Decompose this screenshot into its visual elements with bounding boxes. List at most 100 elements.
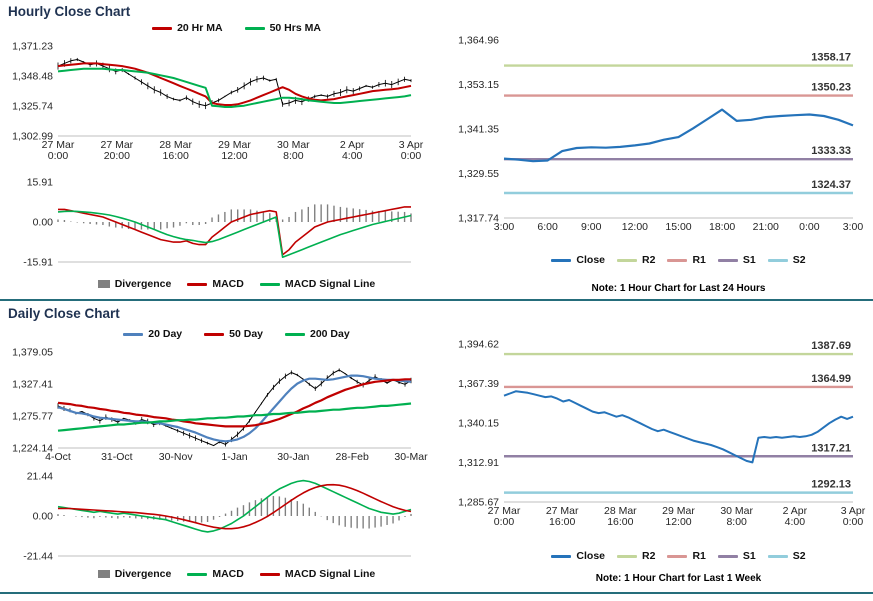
svg-text:1,302.99: 1,302.99 — [12, 131, 53, 143]
svg-text:6:00: 6:00 — [537, 221, 558, 233]
svg-text:4-Oct: 4-Oct — [45, 451, 71, 463]
svg-text:-15.91: -15.91 — [23, 257, 53, 269]
svg-text:1,327.41: 1,327.41 — [12, 379, 53, 391]
svg-text:0:00: 0:00 — [799, 221, 820, 233]
svg-text:0.00: 0.00 — [33, 217, 54, 229]
hourly-macd-chart: -15.91 0.00 15.91 — [23, 177, 412, 269]
hourly-pivot-chart: 1,317.74 1,329.55 1,341.35 1,353.15 1,364.96… — [458, 35, 863, 234]
legend-label: Close — [576, 550, 606, 562]
legend-label: S1 — [742, 254, 756, 266]
svg-text:1,348.48: 1,348.48 — [12, 71, 53, 83]
svg-text:1,329.55: 1,329.55 — [458, 168, 499, 180]
legend-label: Divergence — [114, 278, 172, 290]
legend-item-r1: R1 — [667, 550, 706, 562]
svg-text:1,340.15: 1,340.15 — [458, 417, 499, 429]
daily-pivot-legend: Close R2 R1 S1 S2 — [504, 550, 853, 562]
legend-label: S2 — [792, 254, 806, 266]
svg-text:12:00: 12:00 — [622, 221, 648, 233]
daily-price-chart: 1,224.14 1,275.77 1,327.41 1,379.05 4-Oct 31-… — [12, 347, 428, 464]
legend-label: MACD Signal Line — [284, 568, 376, 580]
legend-item-divergence: Divergence — [97, 568, 171, 580]
hourly-pivot-legend: Close R2 R1 S1 S2 — [504, 254, 853, 266]
svg-text:0.00: 0.00 — [33, 511, 54, 523]
legend-label: MACD Signal Line — [284, 278, 376, 290]
svg-text:30-Nov: 30-Nov — [159, 451, 194, 463]
svg-text:15.91: 15.91 — [27, 177, 53, 189]
daily-price-legend: 20 Day 50 Day 200 Day — [58, 328, 415, 340]
svg-text:3:00: 3:00 — [494, 221, 515, 233]
line-swatch-icon — [717, 554, 738, 558]
svg-text:-21.44: -21.44 — [23, 551, 53, 563]
hourly-pivot-note: Note: 1 Hour Chart for Last 24 Hours — [591, 283, 766, 294]
line-swatch-icon — [617, 554, 638, 558]
svg-text:1333.33: 1333.33 — [811, 145, 851, 157]
section-divider — [0, 299, 873, 301]
line-swatch-icon — [152, 26, 173, 30]
legend-item-20-day: 20 Day — [123, 328, 182, 340]
legend-label: 50 Hrs MA — [269, 22, 321, 34]
legend-item-s2: S2 — [767, 550, 806, 562]
legend-label: MACD — [212, 568, 244, 580]
svg-text:18:00: 18:00 — [709, 221, 735, 233]
square-swatch-icon — [97, 280, 110, 288]
svg-text:1,379.05: 1,379.05 — [12, 347, 53, 359]
svg-text:1292.13: 1292.13 — [811, 479, 851, 491]
svg-text:1,341.35: 1,341.35 — [458, 124, 499, 136]
legend-item-s2: S2 — [767, 254, 806, 266]
svg-text:1,364.96: 1,364.96 — [458, 35, 499, 47]
svg-text:1324.37: 1324.37 — [811, 179, 851, 191]
svg-text:9:00: 9:00 — [581, 221, 602, 233]
svg-text:1358.17: 1358.17 — [811, 52, 851, 64]
svg-text:1364.99: 1364.99 — [811, 373, 851, 385]
hourly-price-legend: 20 Hr MA 50 Hrs MA — [58, 22, 415, 34]
legend-label: R1 — [692, 254, 706, 266]
svg-text:1,285.67: 1,285.67 — [458, 497, 499, 509]
legend-label: Close — [576, 254, 606, 266]
line-swatch-icon — [667, 258, 688, 262]
line-swatch-icon — [667, 554, 688, 558]
svg-text:1-Jan: 1-Jan — [221, 451, 247, 463]
legend-label: R1 — [692, 550, 706, 562]
daily-macd-legend: Divergence MACD MACD Signal Line — [58, 568, 415, 580]
daily-section-title: Daily Close Chart — [8, 306, 120, 321]
line-swatch-icon — [123, 332, 144, 336]
svg-text:1,317.74: 1,317.74 — [458, 213, 499, 225]
legend-item-20-hr-ma: 20 Hr MA — [152, 22, 223, 34]
legend-label: MACD — [212, 278, 244, 290]
svg-text:1,312.91: 1,312.91 — [458, 457, 499, 469]
daily-macd-chart: -21.44 0.00 21.44 — [23, 471, 412, 563]
line-swatch-icon — [767, 258, 788, 262]
legend-label: 20 Day — [148, 328, 183, 340]
svg-text:31-Oct: 31-Oct — [101, 451, 133, 463]
square-swatch-icon — [97, 570, 110, 578]
legend-item-macd: MACD — [187, 278, 244, 290]
legend-item-200-day: 200 Day — [285, 328, 350, 340]
svg-text:1,325.74: 1,325.74 — [12, 100, 53, 112]
line-swatch-icon — [187, 282, 208, 286]
legend-item-r2: R2 — [617, 550, 655, 562]
daily-pivot-note: Note: 1 Hour Chart for Last 1 Week — [595, 573, 762, 584]
svg-text:30-Jan: 30-Jan — [277, 451, 309, 463]
svg-text:21.44: 21.44 — [27, 471, 53, 483]
legend-item-close: Close — [551, 254, 605, 266]
legend-label: S1 — [742, 550, 756, 562]
line-swatch-icon — [187, 572, 208, 576]
legend-item-divergence: Divergence — [97, 278, 172, 290]
svg-text:1,353.15: 1,353.15 — [458, 79, 499, 91]
legend-item-50-day: 50 Day — [204, 328, 263, 340]
svg-text:1,224.14: 1,224.14 — [12, 443, 53, 455]
line-swatch-icon — [259, 282, 280, 286]
line-swatch-icon — [204, 332, 225, 336]
legend-label: R2 — [642, 254, 656, 266]
legend-item-macd-signal-line: MACD Signal Line — [259, 278, 376, 290]
